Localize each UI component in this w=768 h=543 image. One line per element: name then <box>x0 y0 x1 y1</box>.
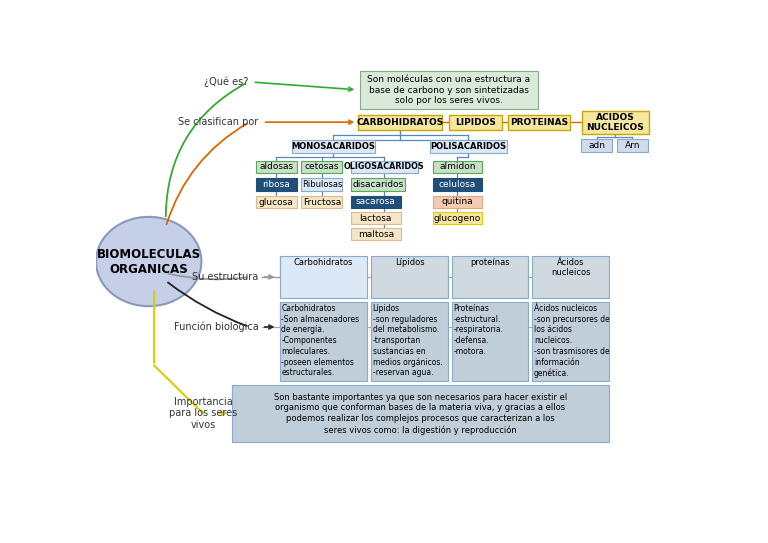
FancyBboxPatch shape <box>433 178 482 191</box>
Text: Arn: Arn <box>624 141 640 150</box>
Text: quitina: quitina <box>442 197 473 206</box>
FancyBboxPatch shape <box>581 139 612 152</box>
FancyBboxPatch shape <box>256 196 296 209</box>
Text: CARBOHIDRATOS: CARBOHIDRATOS <box>356 118 444 127</box>
FancyBboxPatch shape <box>301 196 343 209</box>
Text: ¿Qué es?: ¿Qué es? <box>204 77 248 87</box>
Text: Son bastante importantes ya que son necesarios para hacer existir el
organismo q: Son bastante importantes ya que son nece… <box>273 393 567 434</box>
Text: Su estructura: Su estructura <box>193 272 259 282</box>
Text: Carbohidratos
-Son almacenadores
de energía.
-Componentes
moleculares.
-poseen e: Carbohidratos -Son almacenadores de ener… <box>281 304 359 377</box>
Text: Lípidos: Lípidos <box>395 258 424 267</box>
FancyBboxPatch shape <box>433 212 482 224</box>
Text: cetosas: cetosas <box>305 162 339 171</box>
FancyBboxPatch shape <box>532 256 609 298</box>
FancyBboxPatch shape <box>452 302 528 381</box>
Text: Fructosa: Fructosa <box>303 198 341 207</box>
FancyBboxPatch shape <box>292 140 375 153</box>
Text: maltosa: maltosa <box>358 230 394 239</box>
Text: Ácidos
nucleicos: Ácidos nucleicos <box>551 258 591 277</box>
FancyBboxPatch shape <box>582 111 648 134</box>
Text: OLIGOSACARIDOS: OLIGOSACARIDOS <box>344 162 425 171</box>
FancyBboxPatch shape <box>351 229 401 240</box>
Text: lactosa: lactosa <box>359 213 392 223</box>
Text: Carbohidratos: Carbohidratos <box>293 258 353 267</box>
FancyBboxPatch shape <box>301 178 343 191</box>
FancyBboxPatch shape <box>452 256 528 298</box>
FancyBboxPatch shape <box>256 161 296 173</box>
Text: almidon: almidon <box>439 162 476 171</box>
FancyBboxPatch shape <box>351 212 401 224</box>
FancyBboxPatch shape <box>430 140 507 153</box>
FancyBboxPatch shape <box>359 71 538 109</box>
Text: glucogeno: glucogeno <box>434 213 482 223</box>
FancyBboxPatch shape <box>433 196 482 207</box>
FancyBboxPatch shape <box>351 161 418 173</box>
FancyBboxPatch shape <box>358 115 442 130</box>
FancyBboxPatch shape <box>449 115 502 130</box>
FancyBboxPatch shape <box>351 196 401 207</box>
Text: celulosa: celulosa <box>439 180 476 189</box>
Text: Importancia
para los seres
vivos: Importancia para los seres vivos <box>169 396 237 430</box>
Text: Proteínas
-estructural.
-respiratoria.
-defensa.
-motora.: Proteínas -estructural. -respiratoria. -… <box>453 304 503 356</box>
Text: adn: adn <box>588 141 605 150</box>
FancyBboxPatch shape <box>617 139 647 152</box>
Text: ribosa: ribosa <box>263 180 290 189</box>
Text: Se clasifican por: Se clasifican por <box>178 117 259 127</box>
Text: Función biológica: Función biológica <box>174 321 259 332</box>
Text: LIPIDOS: LIPIDOS <box>455 118 496 127</box>
Text: POLISACARIDOS: POLISACARIDOS <box>430 142 506 151</box>
FancyBboxPatch shape <box>433 161 482 173</box>
Ellipse shape <box>96 217 201 306</box>
FancyBboxPatch shape <box>371 302 448 381</box>
FancyBboxPatch shape <box>256 178 296 191</box>
Text: MONOSACARIDOS: MONOSACARIDOS <box>292 142 376 151</box>
FancyBboxPatch shape <box>280 256 367 298</box>
FancyBboxPatch shape <box>351 178 406 191</box>
Text: aldosas: aldosas <box>259 162 293 171</box>
FancyBboxPatch shape <box>532 302 609 381</box>
Text: Son moléculas con una estructura a
base de carbono y son sintetizadas
solo por l: Son moléculas con una estructura a base … <box>367 75 530 105</box>
Text: glucosa: glucosa <box>259 198 293 207</box>
FancyBboxPatch shape <box>371 256 448 298</box>
Text: proteínas: proteínas <box>470 258 510 267</box>
Text: Ribulosas: Ribulosas <box>302 180 342 189</box>
FancyBboxPatch shape <box>301 161 343 173</box>
FancyBboxPatch shape <box>508 115 571 130</box>
FancyBboxPatch shape <box>232 384 609 443</box>
Text: BIOMOLECULAS
ORGANICAS: BIOMOLECULAS ORGANICAS <box>97 248 200 275</box>
FancyBboxPatch shape <box>280 302 367 381</box>
Text: ACIDOS
NUCLEICOS: ACIDOS NUCLEICOS <box>587 112 644 132</box>
Text: Ácidos nucleicos
-son precursores de
los ácidos
nucleicos.
-son trasmisores de
i: Ácidos nucleicos -son precursores de los… <box>534 304 610 378</box>
Text: Lípidos
-son reguladores
del metabolismo.
-transportan
sustancias en
medios orgá: Lípidos -son reguladores del metabolismo… <box>372 304 442 377</box>
Text: disacaridos: disacaridos <box>353 180 404 189</box>
Text: sacarosa: sacarosa <box>356 197 396 206</box>
Text: PROTEINAS: PROTEINAS <box>510 118 568 127</box>
